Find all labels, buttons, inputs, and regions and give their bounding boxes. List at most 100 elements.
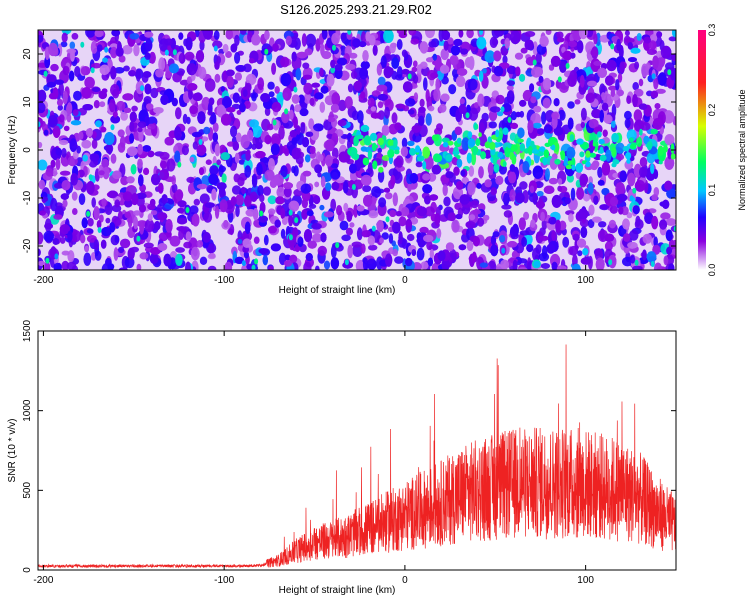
heatmap-cell — [214, 61, 220, 70]
heatmap-cell — [435, 78, 441, 92]
heatmap-cell — [342, 261, 354, 269]
heatmap-cell — [410, 38, 420, 45]
heatmap-cell — [377, 169, 385, 183]
heatmap-cell — [185, 231, 192, 242]
heatmap-cell — [671, 239, 676, 249]
heatmap-cell — [58, 114, 65, 123]
heatmap-cell — [296, 51, 308, 59]
heatmap-cell — [268, 158, 275, 172]
heatmap-cell — [507, 171, 517, 184]
heatmap-cell — [80, 234, 86, 244]
heatmap-cell — [579, 173, 588, 186]
heatmap-cell — [199, 193, 210, 204]
heatmap-cell — [190, 246, 200, 261]
heatmap-hotspot — [407, 73, 412, 80]
heatmap-cell — [576, 40, 584, 54]
heatmap-cell — [175, 247, 186, 253]
heatmap-cell — [239, 30, 247, 35]
heatmap-cell — [129, 121, 135, 132]
heatmap-cell — [500, 259, 510, 270]
heatmap-cell — [599, 204, 610, 210]
heatmap-cell — [297, 94, 305, 104]
heatmap-cell — [133, 44, 140, 57]
heatmap-cell — [314, 164, 322, 174]
heatmap-cell — [226, 106, 236, 113]
heatmap-cell — [50, 197, 58, 212]
heatmap-cell — [112, 217, 122, 227]
heatmap-cell — [672, 30, 676, 38]
heatmap-cell — [90, 40, 98, 54]
heatmap-cell — [309, 97, 315, 106]
heatmap-cell — [178, 228, 184, 241]
heatmap-cell — [649, 34, 658, 43]
heatmap-cell — [112, 111, 118, 118]
heatmap-cell — [243, 251, 249, 259]
colorbar-tick-label: 0.0 — [707, 264, 717, 277]
heatmap-hotspot — [507, 116, 512, 123]
heatmap-cell — [493, 65, 504, 77]
heatmap-cell — [578, 83, 587, 95]
heatmap-cell — [159, 151, 170, 160]
heatmap-cell — [493, 30, 505, 37]
heatmap-cell — [383, 66, 393, 79]
heatmap-hotspot — [662, 145, 668, 153]
heatmap-cell — [293, 165, 299, 177]
heatmap-cell — [98, 170, 105, 176]
heatmap-cell — [368, 34, 376, 46]
heatmap-cell — [62, 90, 68, 105]
heatmap-cell — [280, 165, 288, 178]
colorbar-tick-label: 0.2 — [707, 104, 717, 117]
heatmap-hotspot — [611, 162, 617, 168]
heatmap-cell — [395, 155, 404, 168]
heatmap-cell — [203, 126, 211, 135]
heatmap-cell — [147, 213, 153, 222]
heatmap-hotspot — [177, 161, 182, 168]
heatmap-cell — [592, 216, 602, 223]
heatmap-cell — [131, 105, 138, 112]
heatmap-hotspot — [360, 146, 368, 152]
heatmap-cell — [53, 182, 64, 189]
heatmap-cell — [407, 140, 415, 146]
heatmap-cell — [129, 111, 137, 123]
heatmap-cell — [626, 95, 632, 104]
heatmap-hotspot — [288, 209, 293, 216]
heatmap-cell — [256, 163, 263, 176]
heatmap-hotspot — [651, 73, 656, 80]
heatmap-cell — [642, 249, 647, 261]
heatmap-cell — [337, 99, 347, 112]
heatmap-cell — [601, 102, 609, 111]
heatmap-cell — [461, 137, 470, 151]
heatmap-cell — [445, 242, 455, 252]
heatmap-cell — [532, 122, 542, 129]
heatmap-cell — [159, 169, 170, 181]
heatmap-cell — [52, 87, 59, 100]
heatmap-x-tick-label: 0 — [402, 275, 408, 286]
heatmap-cell — [515, 66, 521, 77]
heatmap-cell — [96, 220, 102, 229]
heatmap-cell — [143, 167, 150, 175]
heatmap-cell — [438, 103, 447, 113]
heatmap-cell — [670, 66, 676, 81]
heatmap-cell — [654, 103, 661, 110]
heatmap-cell — [653, 236, 658, 247]
heatmap-cell — [523, 211, 530, 220]
heatmap-cell — [411, 66, 418, 73]
heatmap-cell — [428, 105, 435, 112]
heatmap-cell — [55, 147, 62, 156]
heatmap-cell — [89, 153, 100, 162]
heatmap-cell — [264, 134, 272, 145]
heatmap-cell — [82, 154, 88, 162]
heatmap-cell — [370, 112, 380, 119]
heatmap-hotspot — [599, 154, 607, 162]
heatmap-cell — [629, 255, 636, 264]
heatmap-hotspot — [646, 141, 653, 150]
heatmap-cell — [193, 198, 200, 206]
heatmap-cell — [294, 104, 302, 113]
heatmap-cell — [282, 87, 292, 101]
heatmap-hotspot — [80, 41, 85, 48]
heatmap-cell — [317, 245, 327, 256]
heatmap-hotspot — [585, 150, 591, 158]
heatmap-cell — [520, 47, 528, 54]
heatmap-cell — [400, 146, 409, 157]
heatmap-cell — [442, 184, 448, 197]
